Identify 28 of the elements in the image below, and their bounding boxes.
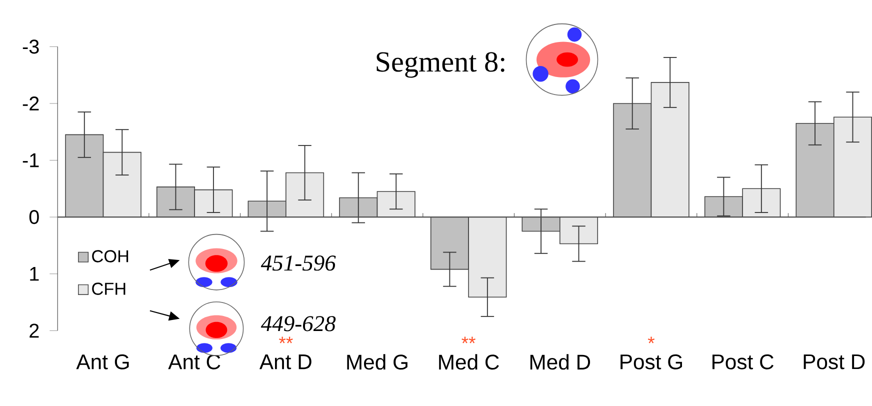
annotation: 451-596 [260,256,336,271]
x-tick-label: Post G [620,354,682,370]
annotation: 449-628 [260,316,336,332]
x-tick-label: Ant D [259,354,312,370]
y-tick-label: 0 [29,210,39,224]
bar [468,216,507,298]
x-tick-label: Post C [712,354,774,370]
x-tick-label: Med D [530,354,590,370]
x-tick-label: Med C [439,354,499,370]
y-tick-label: 2 [30,324,39,338]
y-tick-label: -1 [22,153,39,168]
text: * [648,336,655,344]
bar [559,216,598,244]
y-tick-label: -3 [22,40,39,54]
x-tick-label: Post D [804,354,865,370]
chart-title: Segment 8: [376,52,504,78]
x-tick-label: Ant G [76,354,129,370]
text: ** [278,336,293,344]
bar [102,152,142,218]
legend-label: COH [92,250,128,262]
bar [650,82,690,218]
text: ** [462,336,476,344]
y-tick-label: -2 [22,96,39,110]
legend-label: CFH [92,282,126,295]
y-tick-label: 1 [30,266,39,281]
x-tick-label: Med G [347,354,408,370]
bar [376,191,416,218]
bar [833,116,872,218]
